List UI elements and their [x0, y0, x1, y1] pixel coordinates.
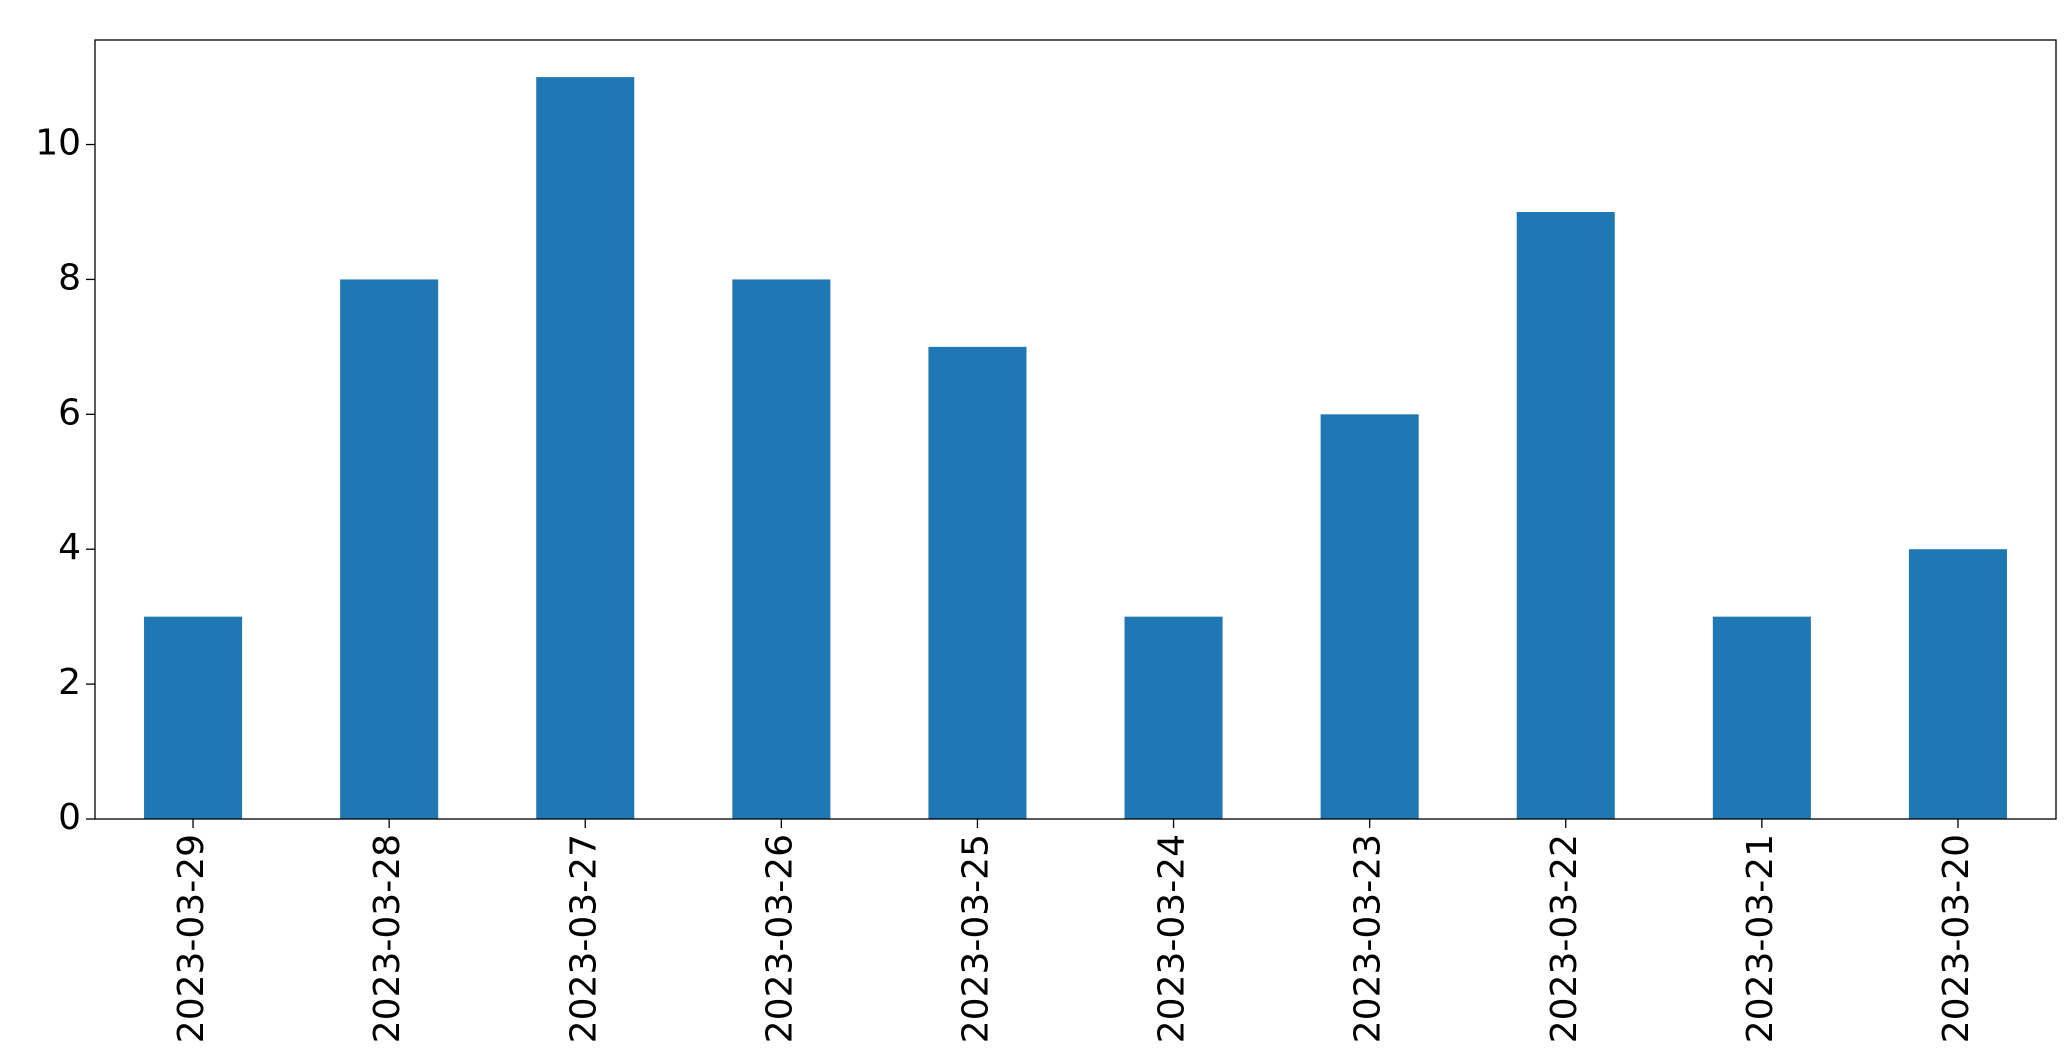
- y-tick-label: 6: [58, 392, 81, 433]
- bar: [1712, 616, 1811, 819]
- bar: [1516, 211, 1615, 820]
- bar: [1124, 616, 1223, 819]
- x-tick-label: 2023-03-21: [1740, 834, 1781, 1043]
- x-tick-label: 2023-03-28: [367, 834, 408, 1043]
- bar: [340, 279, 439, 820]
- x-tick-label: 2023-03-25: [955, 834, 996, 1043]
- x-tick-label: 2023-03-24: [1152, 834, 1193, 1043]
- bar: [144, 616, 243, 819]
- x-tick-label: 2023-03-20: [1936, 834, 1977, 1043]
- y-tick-label: 4: [58, 527, 81, 568]
- x-tick-label: 2023-03-27: [563, 834, 604, 1043]
- x-tick-label: 2023-03-29: [171, 834, 212, 1043]
- bar: [1320, 414, 1419, 819]
- plot-frame: [94, 39, 2057, 820]
- y-tick-label: 10: [35, 123, 81, 164]
- x-tick-label: 2023-03-22: [1544, 834, 1585, 1043]
- bar: [536, 77, 635, 820]
- bar: [732, 279, 831, 820]
- bar: [928, 346, 1027, 819]
- x-tick-label: 2023-03-23: [1348, 834, 1389, 1043]
- y-tick-label: 8: [58, 257, 81, 298]
- y-tick-label: 2: [58, 662, 81, 703]
- y-tick-label: 0: [58, 797, 81, 838]
- x-tick-label: 2023-03-26: [759, 834, 800, 1043]
- bar: [1908, 549, 2007, 819]
